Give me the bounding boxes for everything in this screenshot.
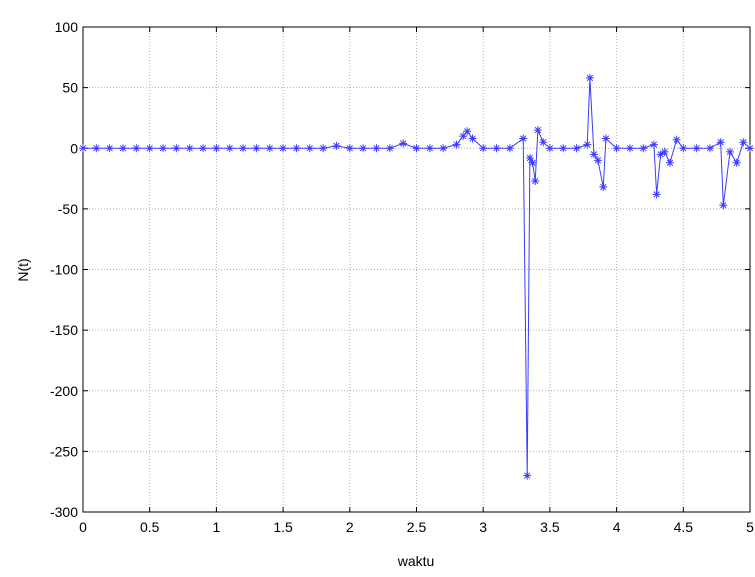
- data-point: [529, 159, 537, 167]
- x-tick-label: 0: [79, 519, 87, 535]
- data-point: [386, 144, 394, 152]
- data-point: [573, 144, 581, 152]
- data-point: [459, 132, 467, 140]
- x-tick-label: 4.5: [674, 519, 694, 535]
- data-point: [583, 141, 591, 149]
- data-point: [186, 144, 194, 152]
- x-tick-label: 1: [213, 519, 221, 535]
- data-point: [650, 141, 658, 149]
- data-point: [79, 144, 87, 152]
- data-point: [531, 177, 539, 185]
- data-point: [523, 472, 531, 480]
- y-tick-label: 50: [62, 80, 78, 96]
- y-tick-label: 0: [70, 140, 78, 156]
- data-point: [439, 144, 447, 152]
- data-point: [602, 135, 610, 143]
- y-tick-label: -300: [50, 504, 78, 520]
- data-point: [613, 144, 621, 152]
- data-point: [346, 144, 354, 152]
- data-point: [726, 148, 734, 156]
- page: {"chart_data": {"type": "line", "xlabel"…: [0, 0, 755, 572]
- data-point: [719, 201, 727, 209]
- x-tick-label: 3: [479, 519, 487, 535]
- x-tick-label: 5: [746, 519, 754, 535]
- data-point: [693, 144, 701, 152]
- data-point: [239, 144, 247, 152]
- data-point: [426, 144, 434, 152]
- x-tick-label: 4: [613, 519, 621, 535]
- data-point: [639, 144, 647, 152]
- data-point: [132, 144, 140, 152]
- y-tick-label: -250: [50, 443, 78, 459]
- data-point: [199, 144, 207, 152]
- data-point: [479, 144, 487, 152]
- data-point: [717, 138, 725, 146]
- x-tick-label: 1.5: [273, 519, 293, 535]
- data-point: [590, 150, 598, 158]
- data-point: [266, 144, 274, 152]
- data-point: [519, 135, 527, 143]
- data-point: [469, 135, 477, 143]
- data-point: [332, 142, 340, 150]
- y-tick-label: 100: [55, 19, 79, 35]
- data-point: [413, 144, 421, 152]
- data-point: [506, 144, 514, 152]
- data-point: [594, 156, 602, 164]
- x-tick-label: 2.5: [407, 519, 427, 535]
- data-point: [706, 144, 714, 152]
- data-point: [372, 144, 380, 152]
- data-point: [319, 144, 327, 152]
- data-point: [733, 159, 741, 167]
- data-point: [539, 138, 547, 146]
- y-tick-label: -200: [50, 383, 78, 399]
- data-point: [146, 144, 154, 152]
- data-point: [546, 144, 554, 152]
- data-point: [279, 144, 287, 152]
- data-point: [559, 144, 567, 152]
- data-point: [626, 144, 634, 152]
- x-axis-label: waktu: [397, 553, 435, 569]
- data-point: [106, 144, 114, 152]
- data-point: [453, 141, 461, 149]
- y-axis-label: N(t): [15, 258, 31, 281]
- data-point: [653, 190, 661, 198]
- data-point: [746, 144, 754, 152]
- x-tick-label: 3.5: [540, 519, 560, 535]
- data-point: [739, 138, 747, 146]
- x-tick-label: 2: [346, 519, 354, 535]
- data-point: [666, 159, 674, 167]
- y-tick-label: -100: [50, 262, 78, 278]
- data-point: [292, 144, 300, 152]
- data-point: [306, 144, 314, 152]
- data-point: [599, 183, 607, 191]
- data-point: [359, 144, 367, 152]
- data-point: [679, 144, 687, 152]
- data-point: [493, 144, 501, 152]
- y-tick-label: -150: [50, 322, 78, 338]
- y-tick-label: -50: [58, 201, 78, 217]
- data-point: [252, 144, 260, 152]
- x-tick-label: 0.5: [140, 519, 160, 535]
- data-point: [673, 136, 681, 144]
- chart: waktu N(t) 0 0.5 1 1.5 2 2.5 3 3.5 4 4.5 5 -300 -250…: [0, 0, 755, 572]
- data-point: [661, 148, 669, 156]
- data-point: [463, 127, 471, 135]
- data-point: [534, 126, 542, 134]
